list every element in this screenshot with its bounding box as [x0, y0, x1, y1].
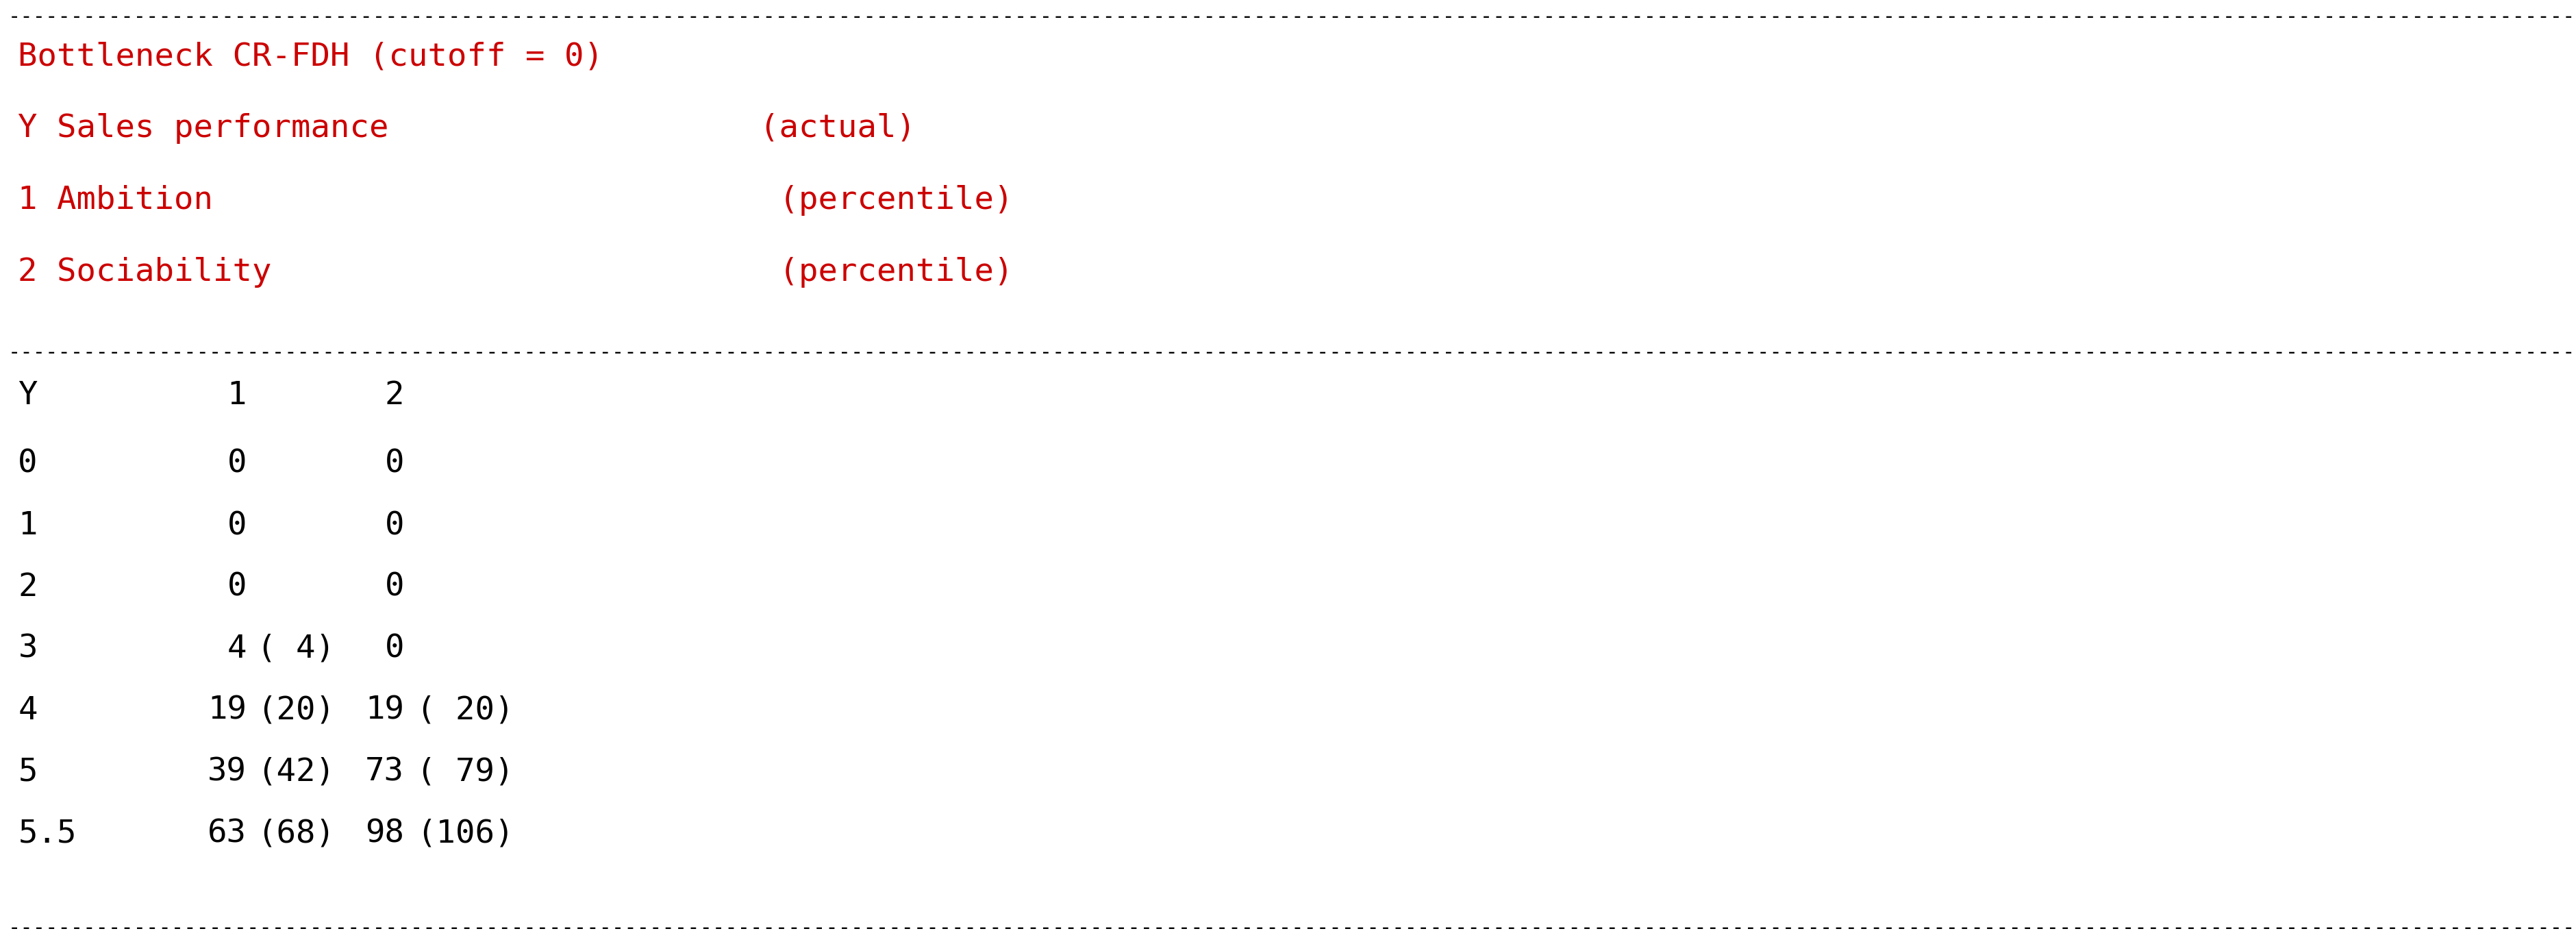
- Text: (20): (20): [258, 695, 335, 726]
- Text: 5: 5: [18, 757, 39, 788]
- Text: 0: 0: [227, 448, 247, 479]
- Text: 0: 0: [384, 448, 404, 479]
- Text: (106): (106): [417, 819, 515, 850]
- Text: 4: 4: [18, 695, 39, 726]
- Text: 0: 0: [227, 572, 247, 603]
- Text: 0: 0: [384, 634, 404, 664]
- Text: 2: 2: [18, 572, 39, 603]
- Text: 2: 2: [384, 381, 404, 411]
- Text: --------------------------------------------------------------------------------: ----------------------------------------…: [8, 918, 2576, 938]
- Text: (68): (68): [258, 819, 335, 850]
- Text: 3: 3: [18, 634, 39, 664]
- Text: Bottleneck CR-FDH (cutoff = 0): Bottleneck CR-FDH (cutoff = 0): [18, 41, 603, 72]
- Text: Y: Y: [18, 381, 39, 411]
- Text: 1 Ambition                             (percentile): 1 Ambition (percentile): [18, 185, 1012, 216]
- Text: ( 20): ( 20): [417, 695, 515, 726]
- Text: --------------------------------------------------------------------------------: ----------------------------------------…: [8, 7, 2576, 26]
- Text: 0: 0: [18, 448, 39, 479]
- Text: 39: 39: [209, 757, 247, 788]
- Text: 73: 73: [366, 757, 404, 788]
- Text: Y Sales performance                   (actual): Y Sales performance (actual): [18, 113, 917, 144]
- Text: 0: 0: [384, 572, 404, 603]
- Text: (42): (42): [258, 757, 335, 788]
- Text: 2 Sociability                          (percentile): 2 Sociability (percentile): [18, 257, 1012, 287]
- Text: ( 4): ( 4): [258, 634, 335, 664]
- Text: 19: 19: [209, 695, 247, 726]
- Text: 0: 0: [227, 511, 247, 542]
- Text: 0: 0: [384, 511, 404, 542]
- Text: --------------------------------------------------------------------------------: ----------------------------------------…: [8, 343, 2576, 363]
- Text: 19: 19: [366, 695, 404, 726]
- Text: ( 79): ( 79): [417, 757, 515, 788]
- Text: 4: 4: [227, 634, 247, 664]
- Text: 1: 1: [227, 381, 247, 411]
- Text: 98: 98: [366, 819, 404, 850]
- Text: 5.5: 5.5: [18, 819, 77, 850]
- Text: 63: 63: [209, 819, 247, 850]
- Text: 1: 1: [18, 511, 39, 542]
